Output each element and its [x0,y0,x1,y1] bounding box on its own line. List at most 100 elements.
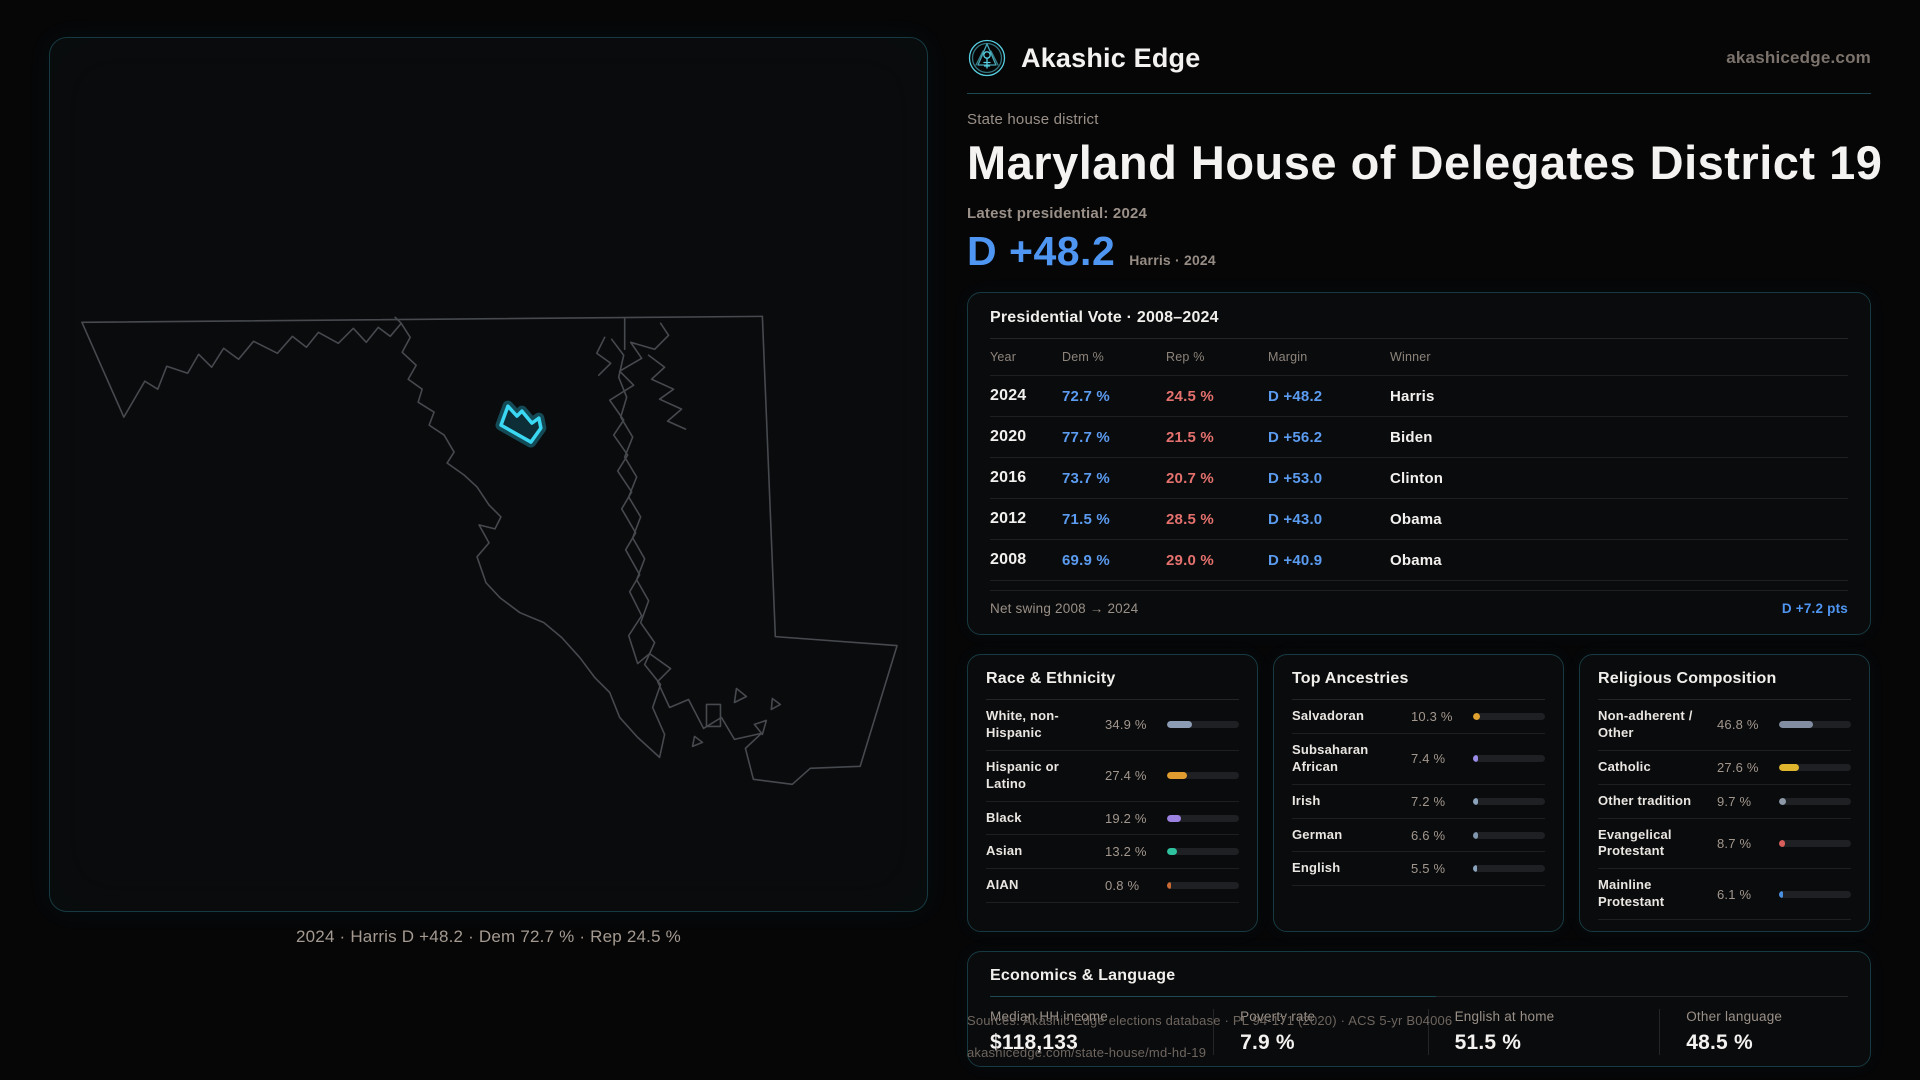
demo-bar [1167,721,1239,729]
demo-value: 9.7 % [1717,793,1752,809]
headline-margin-value: D +48.2 [967,228,1116,274]
demo-row: Catholic 27.6 % [1598,751,1851,785]
religious-composition-rows: Non-adherent / Other 46.8 % Catholic 27.6 %… [1598,700,1851,921]
demo-value: 34.9 % [1105,717,1147,733]
headline-margin-context: Harris · 2024 [1129,252,1216,268]
district-kicker: State house district [967,111,1099,128]
demo-bar-fill [1167,772,1187,780]
demo-bar [1167,882,1239,890]
brand-domain-link[interactable]: akashicedge.com [1726,48,1871,67]
cell-margin: D +56.2 [1268,428,1323,446]
column-header: Dem % [1062,350,1104,364]
column-header: Year [990,350,1017,364]
map-caption: 2024 · Harris D +48.2 · Dem 72.7 % · Rep… [296,927,681,946]
race-ethnicity-rows: White, non-Hispanic 34.9 % Hispanic or Lat… [986,700,1239,904]
cell-dem-pct: 72.7 % [1062,387,1110,405]
demo-label: Irish [1292,792,1321,808]
brand-name: Akashic Edge [1021,42,1201,73]
demo-bar-fill [1779,797,1786,805]
demo-value: 6.1 % [1717,886,1752,902]
race-ethnicity-title: Race & Ethnicity [986,670,1116,687]
divider [990,996,1848,997]
religious-composition-card: Religious Composition Non-adherent / Oth… [1579,654,1870,932]
page-title: Maryland House of Delegates District 19 [967,136,1883,189]
demo-bar [1167,814,1239,822]
cell-year: 2012 [990,510,1027,527]
demo-row: Mainline Protestant 6.1 % [1598,869,1851,921]
demo-label: Salvadoran [1292,708,1365,723]
cell-year: 2016 [990,469,1027,486]
column-header: Margin [1268,350,1308,364]
district-map-panel [49,37,928,912]
demo-row: Salvadoran 10.3 % [1292,700,1545,734]
demo-bar-fill [1473,755,1479,763]
district-19-highlight[interactable] [495,400,547,448]
demo-value: 13.2 % [1105,844,1147,860]
headline-margin: D +48.2 Harris · 2024 [967,228,1871,275]
demo-label: Subsaharan African [1292,741,1369,774]
economics-stat: Other language 48.5 % [1659,1009,1848,1055]
demo-row: Subsaharan African 7.4 % [1292,734,1545,785]
cell-margin: D +48.2 [1268,387,1323,405]
column-header: Rep % [1166,350,1205,364]
demo-value: 10.3 % [1411,708,1453,724]
demo-label: AIAN [986,877,1019,893]
cell-dem-pct: 71.5 % [1062,510,1110,528]
cell-margin: D +40.9 [1268,551,1323,569]
divider [986,699,1239,700]
demo-bar-fill [1779,763,1799,771]
economics-stat-value: 51.5 % [1454,1031,1522,1054]
cell-dem-pct: 77.7 % [1062,428,1110,446]
maryland-map[interactable] [50,38,927,911]
cell-rep-pct: 20.7 % [1166,469,1214,487]
table-header-row: Year Dem % Rep % Margin Winner [990,339,1848,376]
presidential-vote-card: Presidential Vote · 2008–2024 Year Dem % R… [967,292,1871,635]
top-ancestries-rows: Salvadoran 10.3 % Subsaharan African 7.4 % I… [1292,700,1545,887]
demo-bar [1473,865,1545,873]
economics-stat-label: Poverty rate [1240,1009,1316,1024]
demo-bar [1779,721,1851,729]
cell-dem-pct: 69.9 % [1062,551,1110,569]
akashic-edge-logo-icon [968,39,1006,77]
demo-row: German 6.6 % [1292,819,1545,853]
demo-row: Non-adherent / Other 46.8 % [1598,700,1851,751]
demo-bar-fill [1473,712,1481,720]
presidential-vote-title: Presidential Vote · 2008–2024 [990,309,1219,326]
economics-language-title: Economics & Language [990,967,1176,984]
demo-value: 6.6 % [1411,827,1446,843]
demo-bar [1473,755,1545,763]
demo-bar [1473,797,1545,805]
demo-label: Other tradition [1598,792,1692,808]
cell-winner: Biden [1390,428,1433,446]
demo-bar-fill [1167,848,1177,856]
demo-bar-fill [1473,797,1479,805]
divider [1292,699,1545,700]
demo-bar-fill [1167,721,1193,729]
economics-stat-label: Other language [1686,1009,1783,1024]
net-swing-value: D +7.2 pts [1781,601,1848,616]
demo-label: Asian [986,843,1023,859]
demo-row: Hispanic or Latino 27.4 % [986,751,1239,802]
demo-bar-fill [1167,814,1181,822]
economics-stat-value: 48.5 % [1686,1031,1753,1054]
demo-value: 27.6 % [1717,759,1759,775]
demo-value: 19.2 % [1105,810,1147,826]
economics-stat-value: $118,133 [990,1031,1079,1054]
demo-label: Non-adherent / Other [1598,708,1693,740]
demo-row: English 5.5 % [1292,852,1545,887]
demographics-section: Race & Ethnicity White, non-Hispanic 34.9… [967,654,1871,932]
demo-bar [1473,712,1545,720]
cell-dem-pct: 73.7 % [1062,469,1110,487]
demo-bar-fill [1779,839,1786,847]
app-header: Akashic Edge akashicedge.com [967,0,1871,78]
demo-bar-fill [1779,890,1784,898]
cell-margin: D +53.0 [1268,469,1323,487]
demo-value: 5.5 % [1411,861,1446,877]
cell-winner: Obama [1390,551,1442,569]
cell-year: 2008 [990,551,1027,568]
demo-label: Catholic [1598,758,1651,774]
demo-label: Hispanic or Latino [986,758,1059,791]
demo-bar [1167,772,1239,780]
demo-value: 0.8 % [1105,878,1140,894]
